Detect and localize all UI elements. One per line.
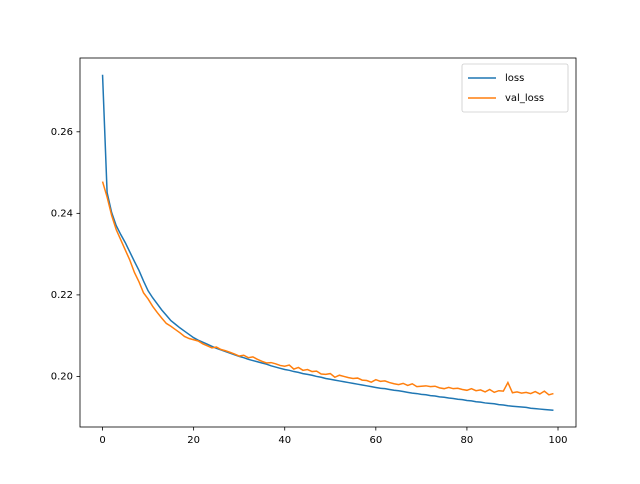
x-tick-label: 20 (187, 435, 200, 446)
y-tick-label: 0.20 (51, 371, 73, 382)
x-tick-label: 60 (369, 435, 382, 446)
x-tick-label: 0 (99, 435, 105, 446)
legend-label: val_loss (505, 93, 544, 104)
y-tick-label: 0.22 (51, 290, 73, 301)
legend-frame (461, 63, 569, 113)
plot-frame (79, 57, 577, 428)
y-tick-label: 0.24 (51, 208, 73, 219)
legend-label: loss (505, 73, 524, 84)
x-tick-label: 80 (461, 435, 474, 446)
x-tick-label: 40 (278, 435, 291, 446)
data-line (101, 181, 554, 396)
x-tick-label: 100 (548, 435, 567, 446)
y-tick-label: 0.26 (51, 127, 73, 138)
data-line (101, 74, 554, 412)
